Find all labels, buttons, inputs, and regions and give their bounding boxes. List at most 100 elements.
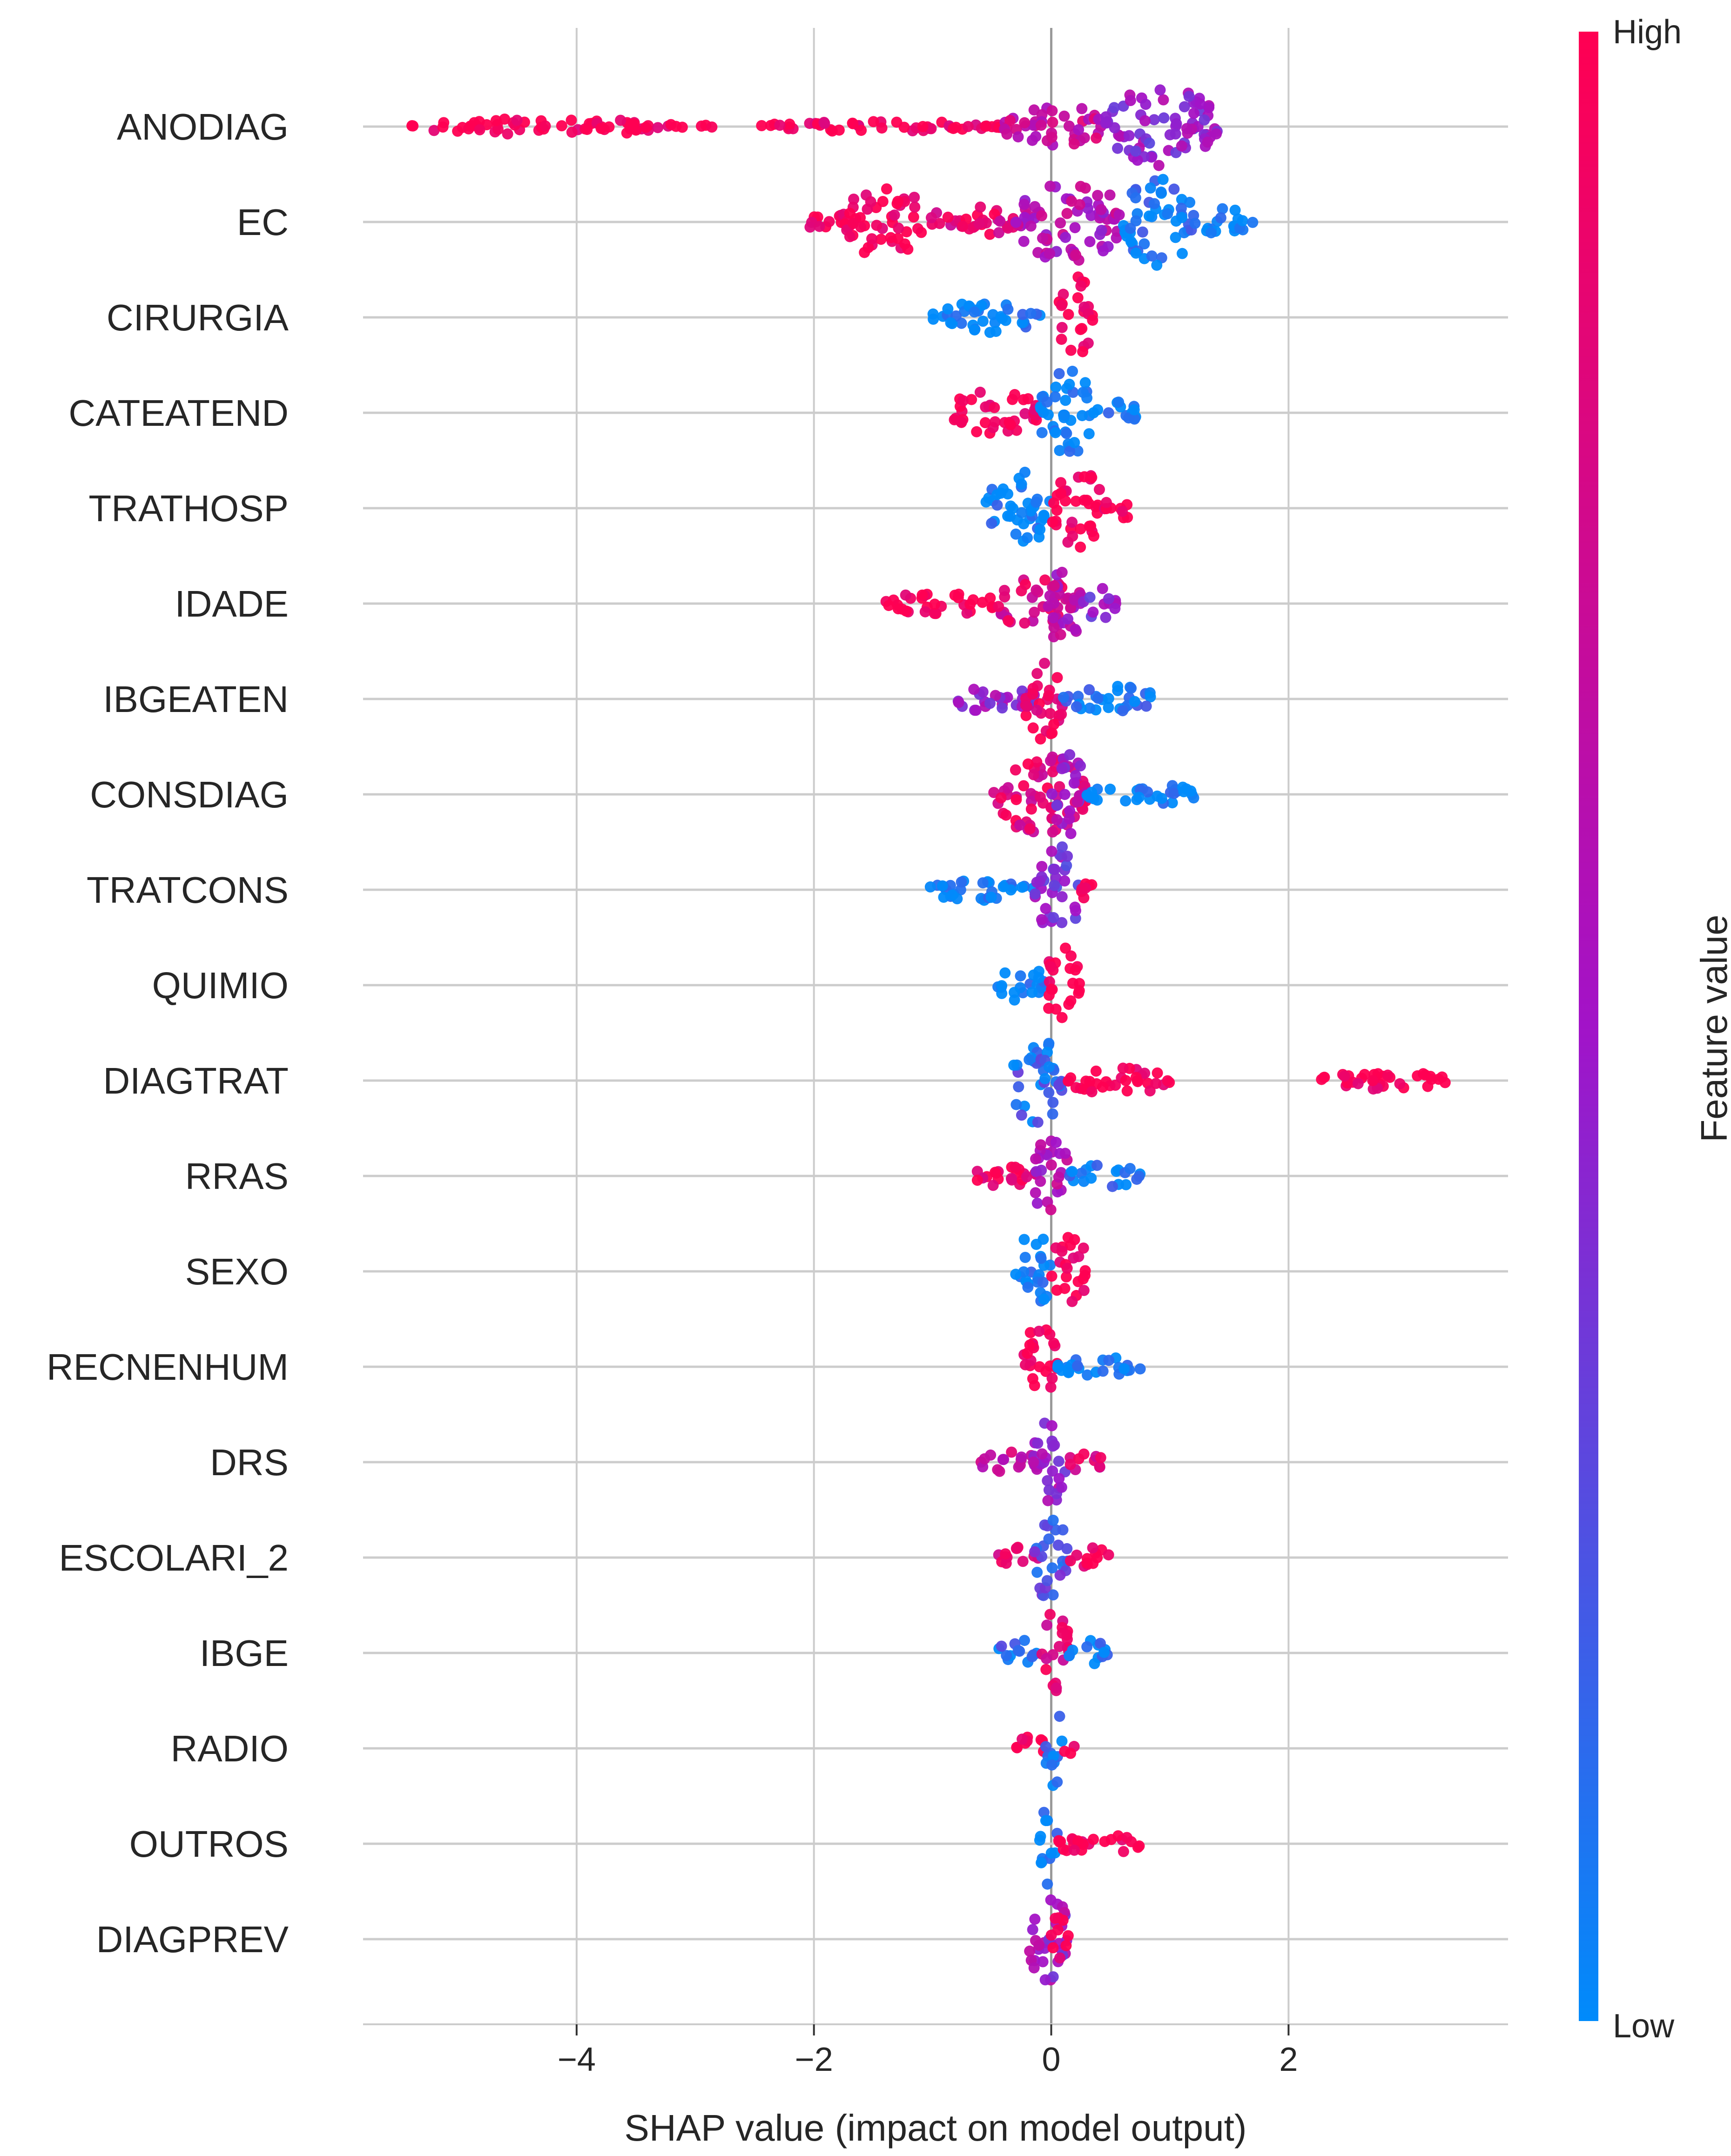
data-point [1053, 1641, 1065, 1652]
data-point [1069, 437, 1080, 448]
data-point [1092, 692, 1104, 704]
data-point [1095, 1638, 1106, 1649]
data-point [1024, 1327, 1036, 1338]
data-point [1067, 365, 1078, 377]
data-point [1056, 1012, 1068, 1023]
data-point [957, 221, 969, 232]
feature-labels: ANODIAG EC CIRURGIA CATEATEND TRATHOSP IDADE I… [47, 106, 289, 1960]
data-point [1215, 212, 1226, 224]
data-point [566, 127, 578, 138]
data-point [1040, 1664, 1052, 1675]
data-point [997, 313, 1008, 324]
data-point [1047, 766, 1058, 778]
data-point [1034, 1834, 1045, 1846]
feature-label: EC [237, 201, 289, 243]
data-point [881, 183, 892, 195]
data-point [1043, 1087, 1055, 1098]
data-point [1073, 987, 1084, 999]
data-point [1103, 1355, 1115, 1366]
data-point [1010, 1099, 1022, 1110]
data-point [1025, 803, 1037, 815]
x-tick-label: 2 [1279, 2041, 1298, 2078]
data-point [916, 589, 928, 601]
data-point [1100, 611, 1111, 623]
data-point [1033, 1940, 1045, 1951]
data-point [1114, 130, 1126, 142]
data-point [1077, 410, 1088, 422]
data-point [1183, 91, 1195, 102]
feature-dots [980, 466, 1133, 553]
feature-dots [975, 1417, 1106, 1506]
feature-dots [406, 84, 1223, 171]
data-point [1006, 1446, 1017, 1458]
data-point [1092, 190, 1104, 201]
data-point [1064, 121, 1075, 132]
data-point [1103, 407, 1114, 419]
feature-dots [971, 1135, 1146, 1216]
feature-label: SEXO [185, 1251, 289, 1292]
data-point [1076, 103, 1088, 114]
data-point [1016, 585, 1027, 597]
data-point [1109, 122, 1120, 134]
data-point [1133, 792, 1145, 803]
data-point [1061, 208, 1073, 219]
data-point [1010, 764, 1021, 776]
data-point [1048, 1337, 1059, 1349]
data-point [1062, 1232, 1074, 1243]
data-point [984, 228, 996, 240]
data-point [1072, 292, 1084, 303]
data-point [1055, 629, 1066, 640]
data-point [1018, 199, 1030, 210]
feature-label: DRS [210, 1442, 289, 1483]
data-point [891, 198, 903, 209]
data-point [1087, 1542, 1098, 1554]
data-point [1056, 917, 1068, 928]
data-point [1062, 1930, 1074, 1941]
feature-label: IBGE [200, 1632, 289, 1674]
data-point [1168, 183, 1180, 195]
data-point [1011, 1742, 1023, 1753]
data-point [1132, 1076, 1144, 1088]
data-point [1101, 497, 1112, 508]
data-point [1056, 763, 1068, 774]
data-point [987, 1180, 999, 1191]
data-point [977, 877, 989, 889]
data-point [1024, 1945, 1036, 1957]
data-point [1131, 1174, 1143, 1185]
data-point [1071, 796, 1083, 807]
data-point [989, 402, 1000, 413]
data-point [1067, 978, 1078, 989]
data-point [1055, 217, 1066, 229]
data-point [1095, 204, 1107, 215]
data-point [1024, 823, 1036, 835]
data-point [980, 121, 991, 132]
data-point [1056, 334, 1067, 345]
data-point [968, 684, 980, 695]
data-point [1097, 583, 1108, 594]
data-point [1118, 1363, 1130, 1375]
data-point [1016, 1451, 1027, 1463]
data-point [1051, 1776, 1063, 1788]
data-point [1046, 1562, 1058, 1574]
data-point [814, 221, 825, 232]
data-point [1094, 484, 1105, 495]
data-point [1025, 505, 1037, 517]
data-point [1010, 528, 1022, 540]
data-point [1319, 1071, 1330, 1083]
data-point [1083, 790, 1094, 802]
data-point [924, 881, 936, 893]
data-point [1035, 1175, 1046, 1187]
data-point [1037, 232, 1048, 244]
data-point [511, 114, 523, 126]
data-point [1166, 797, 1178, 809]
data-point [1125, 222, 1136, 234]
data-point [900, 589, 911, 601]
data-point [956, 876, 967, 888]
data-point [1047, 116, 1058, 128]
colorbar: High Low Feature value [1579, 13, 1731, 2045]
data-point [665, 119, 677, 130]
data-point [1066, 517, 1078, 528]
data-point [1130, 145, 1141, 157]
data-point [1038, 510, 1050, 522]
data-point [1090, 1065, 1102, 1077]
